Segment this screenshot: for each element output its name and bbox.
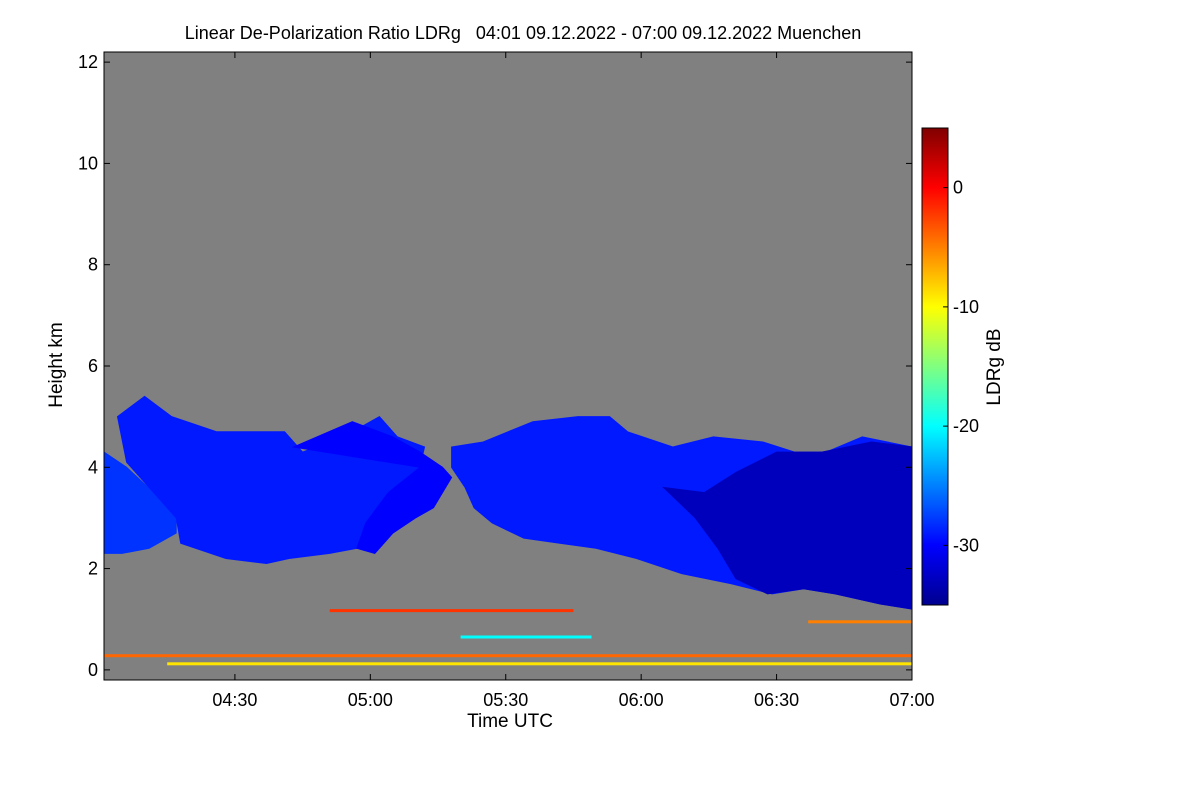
cloud-regions — [103, 395, 913, 610]
x-tick-label: 04:30 — [212, 690, 257, 710]
layer-thin-cyan-layer — [460, 635, 592, 639]
x-tick-label: 05:30 — [483, 690, 528, 710]
layer-broken-layer — [808, 620, 912, 624]
y-tick-label: 6 — [88, 356, 98, 376]
plot-area — [103, 51, 913, 681]
x-tick-label: 06:30 — [754, 690, 799, 710]
colorbar-tick-label: -30 — [953, 535, 979, 555]
x-tick-label: 05:00 — [348, 690, 393, 710]
colorbar-gradient — [921, 127, 949, 606]
cloud-region-early-cloud — [103, 451, 177, 554]
layer-surface-layer — [104, 654, 912, 658]
colorbar-tick-label: -20 — [953, 416, 979, 436]
y-tick-label: 10 — [78, 153, 98, 173]
y-tick-label: 12 — [78, 52, 98, 72]
y-tick-label: 0 — [88, 660, 98, 680]
colorbar-tick-label: -10 — [953, 297, 979, 317]
colorbar-tick-label: 0 — [953, 178, 963, 198]
layer-ground-speckle — [167, 662, 912, 666]
colorbar: 0 -10 -20 -30 — [921, 127, 979, 606]
chart-title: Linear De-Polarization Ratio LDRg 04:01 … — [185, 23, 861, 43]
y-axis-label: Height km — [46, 322, 67, 408]
colorbar-label: LDRg dB — [984, 328, 1005, 405]
y-tick-label: 2 — [88, 559, 98, 579]
x-axis: 04:30 05:00 05:30 06:00 06:30 07:00 — [212, 52, 935, 710]
y-axis: 0 2 4 6 8 10 12 — [78, 52, 912, 680]
layer-low-aerosol-layer — [329, 609, 574, 613]
colorbar-ticks: 0 -10 -20 -30 — [943, 178, 979, 555]
x-tick-label: 07:00 — [889, 690, 934, 710]
x-tick-label: 06:00 — [619, 690, 664, 710]
y-tick-label: 4 — [88, 457, 98, 477]
x-axis-label: Time UTC — [467, 711, 553, 732]
y-tick-label: 8 — [88, 255, 98, 275]
aerosol-layers — [104, 609, 912, 666]
cloud-region-cirrus-fallstreak-2 — [291, 421, 453, 554]
cloud-region-dense-lower-cloud — [662, 441, 913, 610]
